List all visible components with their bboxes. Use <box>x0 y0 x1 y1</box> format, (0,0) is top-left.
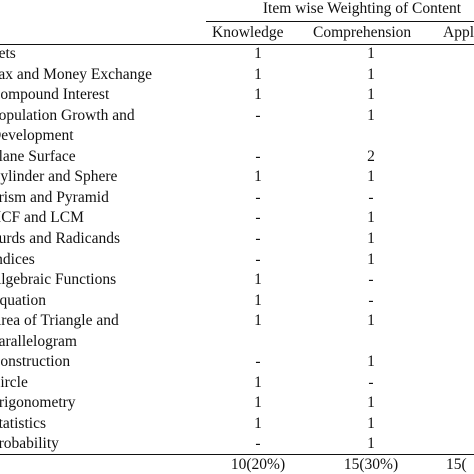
knowledge-cell: - <box>255 147 261 165</box>
knowledge-cell: 1 <box>254 65 262 83</box>
knowledge-cell: 1 <box>254 312 262 330</box>
total-knowledge: 10(20%) <box>230 456 286 473</box>
knowledge-cell: - <box>255 435 261 453</box>
table-row: Tax and Money Exchange 1 1 <box>0 65 474 86</box>
comprehension-cell: - <box>368 291 374 309</box>
table-row: Surds and Radicands - 1 <box>0 229 474 250</box>
knowledge-cell: - <box>255 229 261 247</box>
comprehension-cell: - <box>368 373 374 391</box>
knowledge-cell: - <box>255 250 261 268</box>
knowledge-cell: 1 <box>254 394 262 412</box>
topic-cell: Indices <box>0 250 35 268</box>
topic-cell: Algebraic Functions <box>0 271 117 289</box>
topic-cell: Circle <box>0 373 28 391</box>
knowledge-cell: 1 <box>254 373 262 391</box>
table-row: Sets 1 1 <box>0 44 474 65</box>
comprehension-cell: 1 <box>367 414 375 432</box>
knowledge-cell: - <box>255 106 261 124</box>
comprehension-cell: 1 <box>367 353 375 371</box>
knowledge-cell: 1 <box>254 271 262 289</box>
total-comprehension: 15(30%) <box>343 456 399 473</box>
table-row: Algebraic Functions 1 - <box>0 270 474 291</box>
comprehension-cell: 2 <box>367 147 375 165</box>
topic-cell: Sets <box>0 45 16 62</box>
topic-cell: HCF and LCM <box>0 209 84 227</box>
table-row: Development <box>0 126 474 147</box>
topic-cell: Area of Triangle and <box>0 312 119 330</box>
table-row: Prism and Pyramid - - <box>0 188 474 209</box>
header-rule <box>0 44 474 46</box>
table-row: Probability - 1 <box>0 434 474 455</box>
table-row: HCF and LCM - 1 <box>0 208 474 229</box>
topic-cell: Parallelogram <box>0 332 77 350</box>
table-row: Trigonometry 1 1 <box>0 393 474 414</box>
topic-cell: Compound Interest <box>0 86 110 104</box>
topic-cell: Construction <box>0 353 71 371</box>
comprehension-cell: 1 <box>367 168 375 186</box>
comprehension-cell: 1 <box>367 106 375 124</box>
total-application: 15( <box>446 456 467 473</box>
knowledge-cell: - <box>255 353 261 371</box>
knowledge-cell: 1 <box>254 168 262 186</box>
column-header-knowledge: Knowledge <box>212 24 284 41</box>
topic-cell: Probability <box>0 435 59 453</box>
knowledge-cell: 1 <box>254 291 262 309</box>
table-row: Population Growth and - 1 <box>0 106 474 127</box>
topic-cell: Statistics <box>0 414 46 432</box>
topic-cell: Development <box>0 127 74 145</box>
comprehension-cell: 1 <box>367 229 375 247</box>
knowledge-cell: - <box>255 209 261 227</box>
comprehension-cell: 1 <box>367 86 375 104</box>
topic-cell: Cylinder and Sphere <box>0 168 118 186</box>
comprehension-cell: 1 <box>367 209 375 227</box>
comprehension-cell: 1 <box>367 435 375 453</box>
table-row: Plane Surface - 2 <box>0 147 474 168</box>
table-row: Construction - 1 <box>0 352 474 373</box>
topic-cell: Equation <box>0 291 46 309</box>
topic-cell: Tax and Money Exchange <box>0 65 153 83</box>
comprehension-cell: - <box>368 271 374 289</box>
topic-cell: Plane Surface <box>0 147 76 165</box>
comprehension-cell: - <box>368 188 374 206</box>
comprehension-cell: 1 <box>367 45 375 62</box>
table-row: Statistics 1 1 <box>0 414 474 435</box>
topic-cell: Surds and Radicands <box>0 229 121 247</box>
table-row: Indices - 1 <box>0 250 474 271</box>
comprehension-cell: 1 <box>367 65 375 83</box>
column-header-application: Appl <box>443 24 474 41</box>
knowledge-cell: - <box>255 188 261 206</box>
totals-rule <box>0 454 474 456</box>
table-row: Parallelogram <box>0 332 474 353</box>
topic-cell: Prism and Pyramid <box>0 188 109 206</box>
knowledge-cell: 1 <box>254 86 262 104</box>
table-row: Circle 1 - <box>0 373 474 394</box>
group-header: Item wise Weighting of Content <box>262 0 462 17</box>
table-row: Compound Interest 1 1 <box>0 85 474 106</box>
knowledge-cell: 1 <box>254 414 262 432</box>
comprehension-cell: 1 <box>367 394 375 412</box>
topic-cell: Population Growth and <box>0 106 135 124</box>
table-row: Area of Triangle and 1 1 <box>0 311 474 332</box>
column-header-comprehension: Comprehension <box>313 24 412 41</box>
topic-cell: Trigonometry <box>0 394 76 412</box>
totals-row: 10(20%) 15(30%) 15( <box>0 455 474 474</box>
knowledge-cell: 1 <box>254 45 262 62</box>
table-row: Equation 1 - <box>0 291 474 312</box>
comprehension-cell: 1 <box>367 250 375 268</box>
table-row: Cylinder and Sphere 1 1 <box>0 167 474 188</box>
group-header-rule <box>206 21 474 23</box>
comprehension-cell: 1 <box>367 312 375 330</box>
